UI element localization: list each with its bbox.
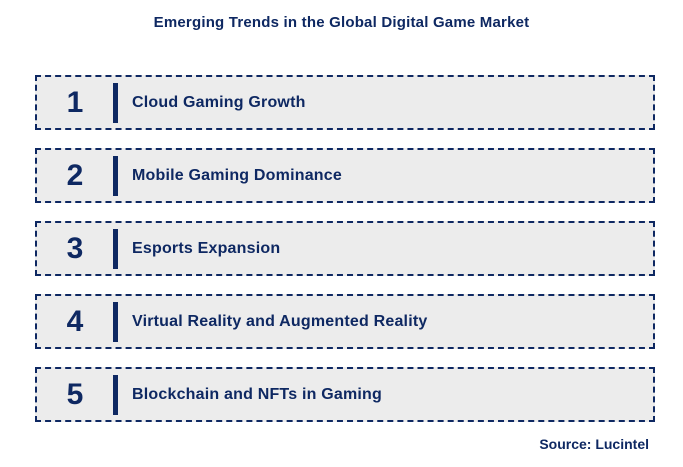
trend-label: Esports Expansion xyxy=(132,239,281,257)
trend-label: Cloud Gaming Growth xyxy=(132,93,306,111)
divider-bar xyxy=(113,82,118,123)
divider-bar xyxy=(113,301,118,342)
divider-bar xyxy=(113,228,118,269)
trend-number: 2 xyxy=(66,158,84,192)
trend-number: 4 xyxy=(66,304,84,338)
divider-bar xyxy=(113,374,118,415)
trend-list: 1 Cloud Gaming Growth 2 Mobile Gaming Do… xyxy=(35,75,655,422)
source-credit: Source: Lucintel xyxy=(539,436,649,452)
trend-label: Blockchain and NFTs in Gaming xyxy=(132,385,382,403)
trend-row: 5 Blockchain and NFTs in Gaming xyxy=(35,367,655,422)
trend-number: 3 xyxy=(66,231,84,265)
divider-bar xyxy=(113,155,118,196)
trend-row: 3 Esports Expansion xyxy=(35,221,655,276)
trend-number: 5 xyxy=(66,377,84,411)
page-title: Emerging Trends in the Global Digital Ga… xyxy=(153,14,530,31)
trend-label: Mobile Gaming Dominance xyxy=(132,166,342,184)
trend-row: 1 Cloud Gaming Growth xyxy=(35,75,655,130)
trend-label: Virtual Reality and Augmented Reality xyxy=(132,312,428,330)
trend-number: 1 xyxy=(66,85,84,119)
trend-row: 4 Virtual Reality and Augmented Reality xyxy=(35,294,655,349)
trend-row: 2 Mobile Gaming Dominance xyxy=(35,148,655,203)
